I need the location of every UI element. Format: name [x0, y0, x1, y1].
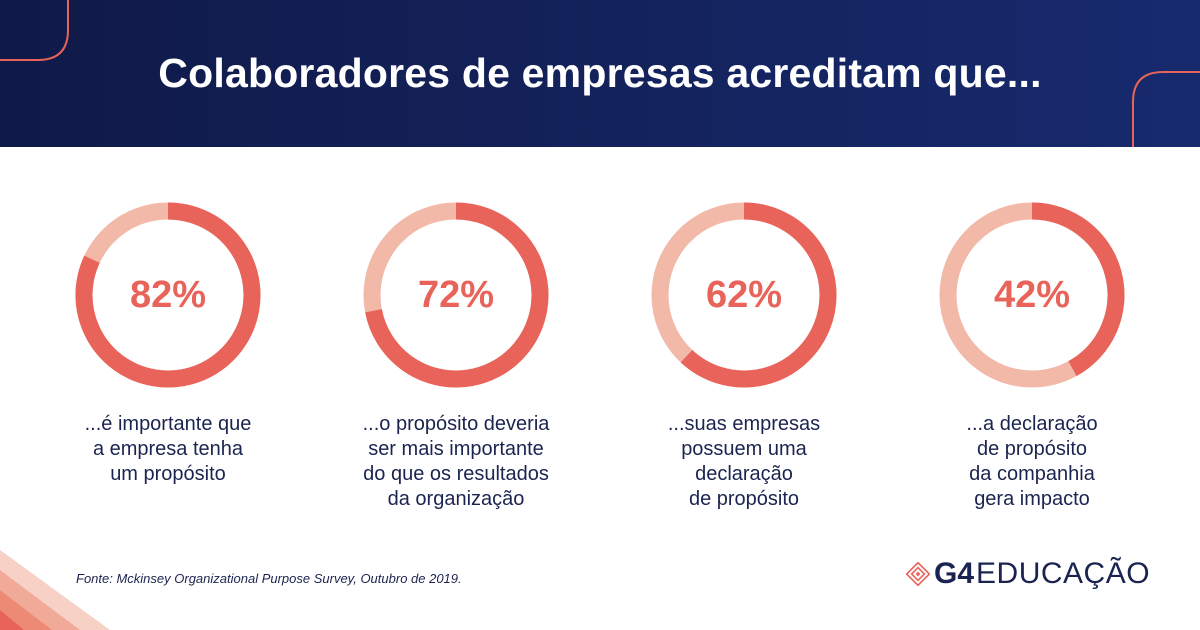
source-note: Fonte: Mckinsey Organizational Purpose S… [76, 571, 462, 586]
caption-line: da organização [387, 488, 525, 510]
header-banner: Colaboradores de empresas acreditam que.… [0, 0, 1200, 147]
donut-value-label: 42% [994, 274, 1070, 316]
header-decoration [0, 0, 1200, 147]
donut-caption: ...a declaração de propósito da companhi… [917, 412, 1147, 512]
caption-line: de propósito [976, 438, 1088, 460]
donut-item-3: 62% ...suas empresas possuem uma declara… [629, 200, 859, 512]
caption-line: possuem uma [681, 438, 807, 460]
caption-line: ser mais importante [368, 438, 544, 460]
caption-line: declaração [695, 463, 793, 485]
logo-mark-text: G4 [934, 557, 975, 590]
donut-item-4: 42% ...a declaração de propósito da comp… [917, 200, 1147, 512]
donut-chart-1: 82% [75, 202, 261, 388]
donut-arc [75, 202, 261, 388]
caption-line: um propósito [110, 463, 226, 485]
donut-chart-3: 62% [651, 202, 837, 388]
logo-word-text: EDUCAÇÃO [976, 557, 1151, 590]
donut-arc [680, 202, 837, 388]
caption-line: ...o propósito deveria [362, 413, 550, 435]
donut-caption: ...suas empresas possuem uma declaração … [629, 412, 859, 512]
caption-line: gera impacto [974, 488, 1090, 510]
donut-value-label: 62% [706, 274, 782, 316]
page-title: Colaboradores de empresas acreditam que.… [158, 50, 1042, 96]
donut-caption: ...é importante que a empresa tenha um p… [53, 412, 283, 487]
caption-line: de propósito [688, 488, 800, 510]
caption-line: ...suas empresas [667, 413, 821, 435]
donut-chart-4: 42% [939, 202, 1125, 388]
diamond-logo-icon [906, 562, 930, 586]
donut-value-label: 82% [130, 274, 206, 316]
caption-line: ...é importante que [84, 413, 252, 435]
donut-arc [365, 202, 549, 388]
caption-line: do que os resultados [363, 463, 549, 485]
caption-line: ...a declaração [966, 413, 1098, 435]
donut-item-2: 72% ...o propósito deveria ser mais impo… [341, 200, 571, 512]
corner-stripes-decoration [0, 550, 110, 630]
donut-chart-2: 72% [363, 202, 549, 388]
caption-line: da companhia [969, 463, 1095, 485]
g4-educacao-logo: G4 EDUCAÇÃO [906, 556, 1150, 592]
caption-line: a empresa tenha [92, 438, 244, 460]
top-right-corner-line [1132, 71, 1200, 147]
donut-value-label: 72% [418, 274, 494, 316]
donut-caption: ...o propósito deveria ser mais importan… [341, 412, 571, 512]
donut-arc [1031, 202, 1125, 377]
top-left-corner-line [0, 0, 69, 61]
donut-item-1: 82% ...é importante que a empresa tenha … [53, 200, 283, 487]
